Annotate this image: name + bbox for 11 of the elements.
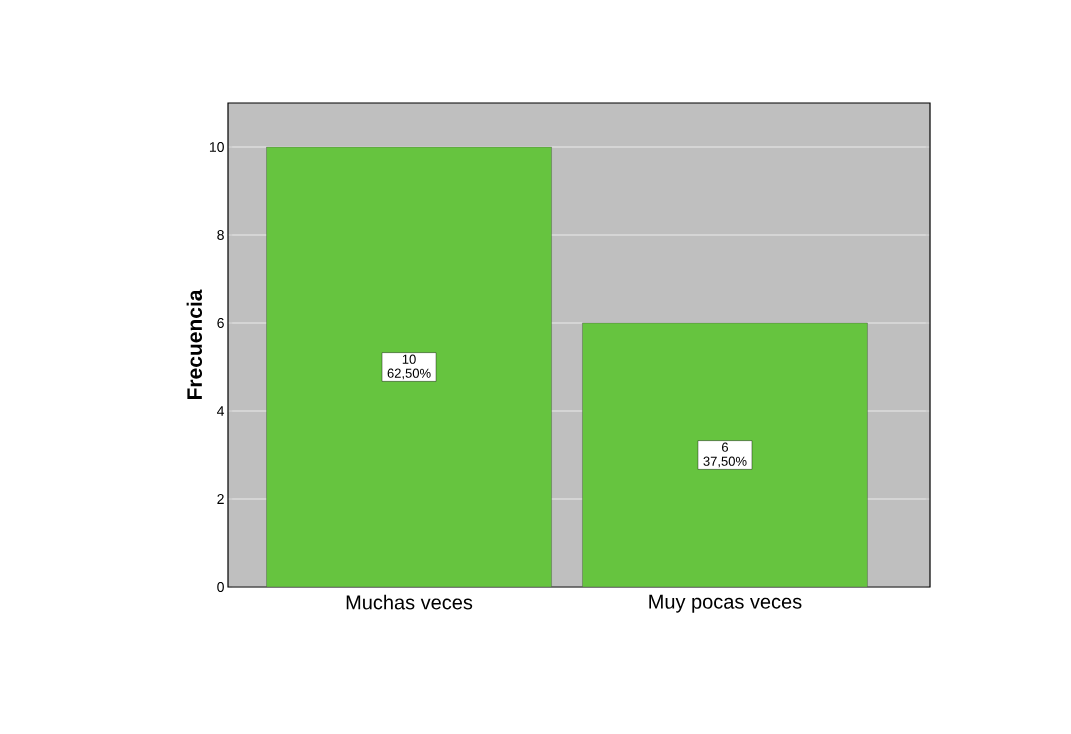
y-tick-label: 0 [217, 582, 224, 592]
y-tick-label: 8 [217, 230, 224, 240]
data-label: 6 37,50% [703, 442, 747, 468]
x-tick-label: Muchas veces [346, 594, 473, 610]
y-tick-label: 6 [217, 318, 224, 328]
data-label: 10 62,50% [387, 354, 431, 380]
y-tick-label: 2 [217, 494, 224, 504]
y-axis-title: Frecuencia [186, 289, 203, 400]
y-tick-label: 4 [217, 406, 225, 416]
x-tick-label: Muy pocas veces [649, 594, 802, 613]
y-tick-label: 10 [209, 142, 224, 152]
